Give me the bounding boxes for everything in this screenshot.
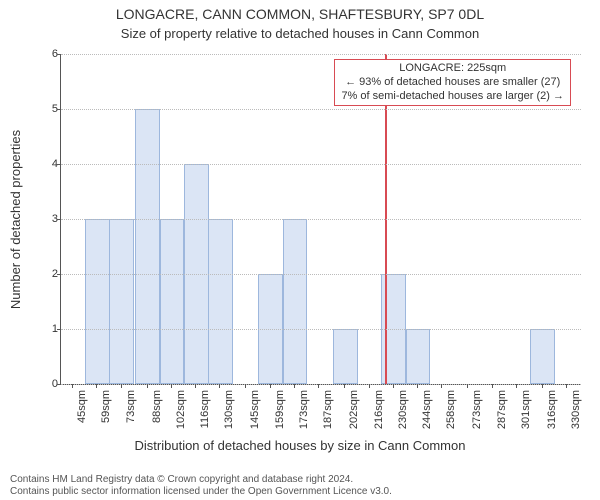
x-tick-mark — [393, 384, 394, 388]
x-tick-mark — [467, 384, 468, 388]
histogram-bar — [135, 109, 160, 384]
plot-area: LONGACRE: 225sqm ← 93% of detached house… — [60, 54, 581, 385]
y-tick-label: 3 — [38, 213, 58, 225]
chart-supertitle: LONGACRE, CANN COMMON, SHAFTESBURY, SP7 … — [0, 6, 600, 22]
y-tick-mark — [57, 164, 61, 165]
y-tick-label: 0 — [38, 378, 58, 390]
x-tick-mark — [171, 384, 172, 388]
histogram-bar — [208, 219, 233, 384]
chart-title: Size of property relative to detached ho… — [0, 26, 600, 41]
x-tick-label: 301sqm — [520, 390, 532, 429]
histogram-bar — [283, 219, 308, 384]
x-tick-mark — [147, 384, 148, 388]
gridline — [61, 329, 581, 330]
y-tick-mark — [57, 109, 61, 110]
histogram-bar — [85, 219, 110, 384]
x-axis-label: Distribution of detached houses by size … — [0, 438, 600, 453]
x-tick-label: 216sqm — [373, 390, 385, 429]
histogram-bar — [109, 219, 134, 384]
y-tick-mark — [57, 274, 61, 275]
histogram-bar — [530, 329, 555, 384]
x-tick-label: 159sqm — [274, 390, 286, 429]
x-tick-label: 258sqm — [445, 390, 457, 429]
x-tick-mark — [96, 384, 97, 388]
x-tick-label: 173sqm — [298, 390, 310, 429]
y-axis-label: Number of detached properties — [9, 129, 24, 308]
x-tick-mark — [344, 384, 345, 388]
gridline — [61, 164, 581, 165]
footer-line-1: Contains HM Land Registry data © Crown c… — [10, 474, 392, 486]
x-tick-mark — [492, 384, 493, 388]
x-tick-label: 287sqm — [496, 390, 508, 429]
x-tick-mark — [369, 384, 370, 388]
histogram-bar — [406, 329, 431, 384]
annotation-box: LONGACRE: 225sqm ← 93% of detached house… — [334, 59, 571, 106]
x-tick-label: 59sqm — [100, 390, 112, 423]
annotation-line-3: 7% of semi-detached houses are larger (2… — [341, 90, 564, 104]
x-tick-label: 145sqm — [249, 390, 261, 429]
x-tick-label: 102sqm — [175, 390, 187, 429]
x-tick-mark — [121, 384, 122, 388]
x-tick-label: 187sqm — [322, 390, 334, 429]
y-tick-label: 2 — [38, 268, 58, 280]
x-tick-mark — [318, 384, 319, 388]
x-tick-label: 244sqm — [421, 390, 433, 429]
y-tick-mark — [57, 329, 61, 330]
histogram-bar — [333, 329, 358, 384]
y-tick-label: 1 — [38, 323, 58, 335]
chart-container: LONGACRE, CANN COMMON, SHAFTESBURY, SP7 … — [0, 0, 600, 500]
gridline — [61, 54, 581, 55]
x-tick-label: 330sqm — [570, 390, 582, 429]
footer: Contains HM Land Registry data © Crown c… — [10, 474, 392, 498]
x-tick-label: 273sqm — [471, 390, 483, 429]
y-axis-label-container: Number of detached properties — [8, 54, 24, 384]
gridline — [61, 219, 581, 220]
histogram-bar — [160, 219, 185, 384]
x-tick-label: 230sqm — [397, 390, 409, 429]
x-tick-mark — [294, 384, 295, 388]
x-tick-mark — [219, 384, 220, 388]
x-tick-mark — [195, 384, 196, 388]
x-tick-label: 316sqm — [546, 390, 558, 429]
y-ticks: 0123456 — [32, 54, 60, 384]
footer-line-2: Contains public sector information licen… — [10, 486, 392, 498]
gridline — [61, 109, 581, 110]
x-tick-mark — [441, 384, 442, 388]
x-tick-mark — [417, 384, 418, 388]
x-tick-label: 116sqm — [199, 390, 211, 428]
annotation-line-1: LONGACRE: 225sqm — [341, 62, 564, 76]
y-tick-mark — [57, 219, 61, 220]
x-tick-mark — [516, 384, 517, 388]
gridline — [61, 274, 581, 275]
y-tick-label: 4 — [38, 158, 58, 170]
x-tick-mark — [72, 384, 73, 388]
y-tick-label: 5 — [38, 103, 58, 115]
x-tick-label: 202sqm — [348, 390, 360, 429]
x-tick-mark — [245, 384, 246, 388]
annotation-line-2: ← 93% of detached houses are smaller (27… — [341, 76, 564, 90]
x-tick-label: 130sqm — [223, 390, 235, 429]
x-tick-label: 73sqm — [125, 390, 137, 423]
x-tick-mark — [566, 384, 567, 388]
x-tick-label: 45sqm — [76, 390, 88, 423]
x-tick-label: 88sqm — [151, 390, 163, 423]
x-tick-mark — [270, 384, 271, 388]
y-tick-mark — [57, 54, 61, 55]
y-tick-label: 6 — [38, 48, 58, 60]
x-tick-mark — [542, 384, 543, 388]
